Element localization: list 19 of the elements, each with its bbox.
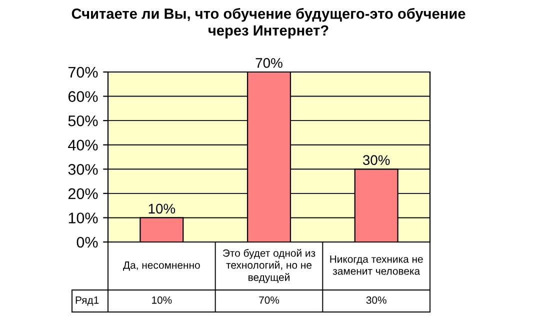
y-tick-label: 40%: [68, 140, 98, 151]
y-tick-label: 20%: [68, 188, 98, 200]
text: 70%: [256, 58, 282, 68]
y-tick-label: 50%: [68, 115, 98, 126]
data-label: 70%: [259, 296, 280, 304]
text: 10%: [148, 204, 176, 214]
y-tick-label: 70%: [68, 66, 98, 78]
x-tick-label: Никогда техника не заменит человека: [330, 256, 423, 275]
y-tick-label: 60%: [68, 91, 98, 102]
legend-label: Ряд1: [76, 296, 99, 306]
text: 30%: [362, 155, 390, 166]
x-tick-label: Это будет одной из технологий, но не ведущей: [222, 248, 316, 284]
y-tick-label: 0%: [76, 236, 98, 248]
y-tick-label: 10%: [68, 212, 98, 224]
x-tick-label: Да, несомненно: [123, 262, 200, 271]
chart-title: Считаете ли Вы, что обучение будущего-это обучение через Интернет?: [72, 8, 466, 38]
y-tick-label: 30%: [68, 164, 98, 175]
data-label: 30%: [366, 296, 386, 304]
data-label: 10%: [152, 296, 172, 304]
